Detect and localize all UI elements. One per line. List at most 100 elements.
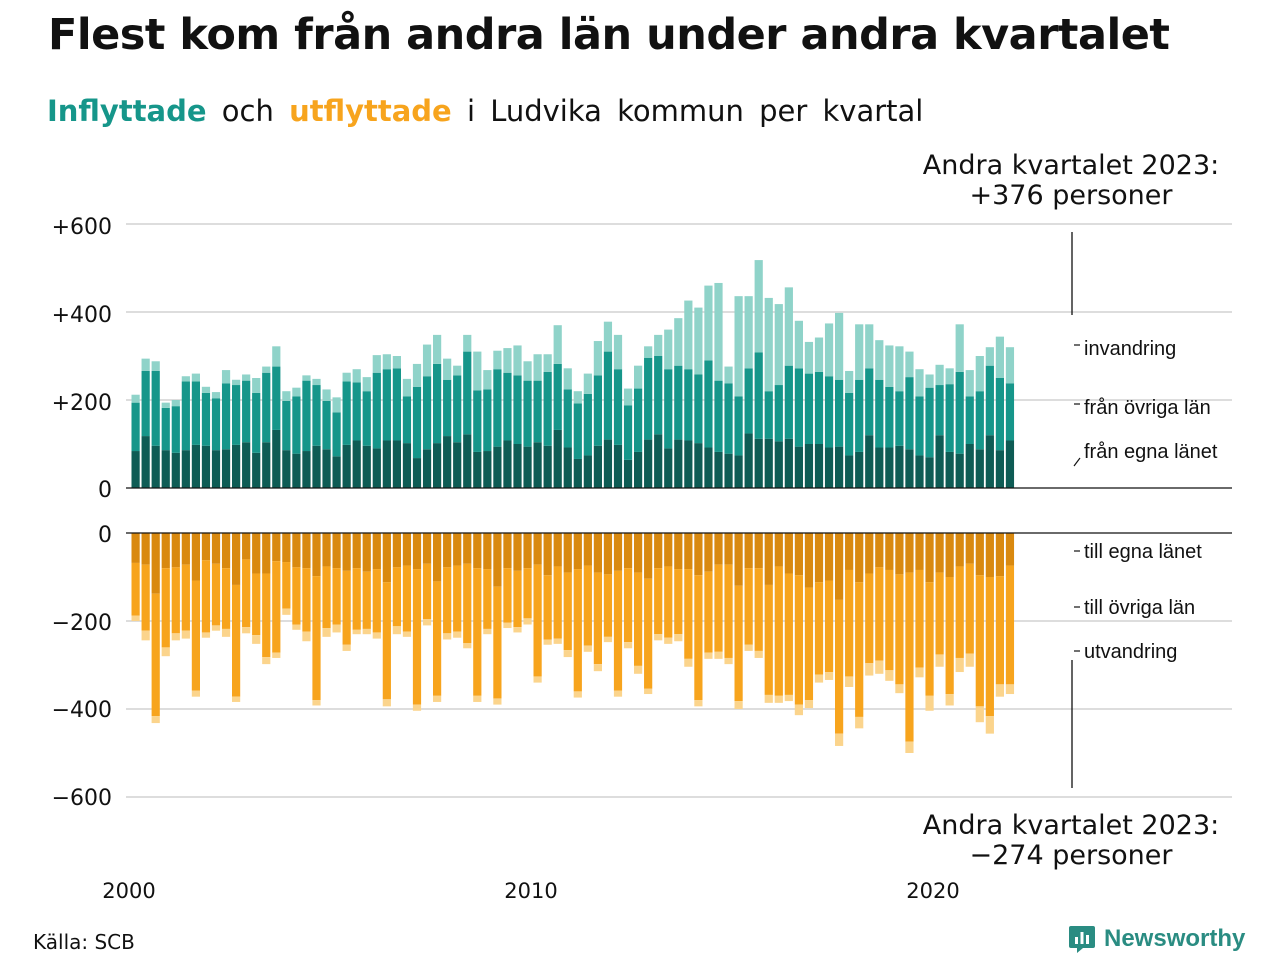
bar-out-own [875, 533, 884, 568]
labels: +600 +400 +200 0 0 −200 −400 −600 2000 2010 2020 in… [52, 215, 1218, 903]
bar-out-abroad [804, 700, 814, 709]
bar-in-own [292, 453, 301, 488]
bar-in-other [141, 370, 150, 437]
bar-out-abroad [161, 647, 170, 657]
bar-out-abroad [412, 704, 422, 711]
bar-in-other [865, 368, 874, 436]
bar-in-own [131, 451, 140, 488]
bar-in-other [885, 386, 894, 448]
bar-in-other [744, 368, 753, 434]
bar-out-abroad [342, 644, 351, 651]
bar-out-abroad [824, 672, 834, 680]
bar-in-own [443, 436, 452, 488]
bar-in-abroad [221, 370, 231, 384]
bar-out-own [171, 533, 180, 568]
bar-out-abroad [402, 631, 412, 637]
bar-in-own [674, 439, 683, 488]
bar-out-own [322, 533, 331, 567]
bar-out-other [644, 578, 653, 689]
bar-out-own [282, 533, 291, 563]
bar-out-abroad [453, 631, 462, 638]
bar-in-own [714, 451, 723, 488]
bar-in-own [654, 434, 663, 488]
bar-out-abroad [332, 624, 341, 633]
bar-out-own [392, 533, 401, 568]
bar-out-own [141, 533, 150, 565]
bar-out-own [804, 533, 814, 588]
series-label-top: från övriga län [1084, 397, 1211, 419]
bar-out-own [995, 533, 1004, 577]
bar-in-abroad [151, 361, 160, 371]
bar-in-own [493, 446, 502, 488]
bar-in-own [402, 443, 412, 488]
bar-out-other [131, 562, 140, 616]
bar-out-abroad [382, 699, 391, 707]
bar-in-other [533, 380, 542, 443]
bar-out-abroad [171, 633, 180, 641]
bar-out-other [523, 568, 532, 619]
bar-in-own [634, 451, 643, 488]
bar-out-abroad [734, 701, 743, 709]
y-tick-top: 0 [98, 478, 112, 503]
bar-out-other [242, 559, 251, 628]
bar-in-other [372, 372, 381, 449]
bar-out-other [885, 569, 894, 671]
bar-out-other [553, 566, 562, 639]
bar-out-other [664, 566, 673, 638]
bar-out-other [443, 567, 452, 634]
bar-out-abroad [191, 690, 200, 697]
bar-in-own [704, 447, 713, 488]
bar-out-other [392, 567, 401, 627]
bar-in-own [563, 447, 572, 488]
bar-in-own [613, 444, 623, 488]
bar-in-own [483, 451, 492, 488]
bar-out-other [412, 569, 422, 705]
bar-out-abroad [714, 651, 723, 659]
bar-out-own [503, 533, 512, 569]
bar-in-abroad [282, 391, 291, 401]
bar-in-other [422, 376, 432, 450]
bar-in-own [905, 449, 914, 488]
bar-out-other [533, 564, 542, 677]
y-tick-bottom: 0 [98, 523, 112, 548]
bar-in-other [412, 386, 422, 459]
bar-in-abroad [915, 369, 924, 397]
bar-out-own [634, 533, 643, 573]
series-label-top: invandring [1084, 338, 1176, 360]
bar-in-other [634, 388, 643, 452]
bar-out-abroad [322, 628, 331, 637]
bar-in-own [814, 444, 824, 488]
bar-out-other [262, 573, 271, 658]
bar-in-other [985, 365, 994, 436]
bar-out-own [161, 533, 170, 569]
bar-in-other [915, 396, 924, 456]
bar-out-own [191, 533, 200, 581]
bar-out-other [985, 577, 994, 717]
bar-out-other [573, 569, 582, 692]
bar-out-other [513, 570, 522, 628]
series-label-top: från egna länet [1084, 441, 1218, 463]
bar-out-other [583, 565, 592, 646]
bar-in-own [784, 438, 793, 488]
bar-out-own [443, 533, 452, 568]
bar-in-abroad [613, 334, 623, 370]
bar-out-abroad [674, 634, 683, 642]
bar-in-abroad [814, 337, 824, 372]
bar-in-own [523, 446, 532, 488]
bar-out-own [714, 533, 723, 565]
bar-in-other [794, 368, 803, 447]
bar-in-own [252, 452, 261, 488]
bar-in-other [382, 369, 391, 441]
bar-out-other [704, 571, 713, 653]
bar-in-other [734, 396, 743, 456]
bar-out-own [463, 533, 472, 564]
bar-out-other [965, 563, 974, 654]
annotation-bottom: Andra kvartalet 2023: −274 personer [871, 811, 1271, 871]
gridlines [126, 223, 1232, 798]
bar-out-other [332, 568, 341, 625]
bar-out-abroad [543, 639, 552, 645]
bar-out-other [292, 567, 301, 625]
bar-in-other [965, 396, 974, 444]
bar-out-own [201, 533, 211, 561]
